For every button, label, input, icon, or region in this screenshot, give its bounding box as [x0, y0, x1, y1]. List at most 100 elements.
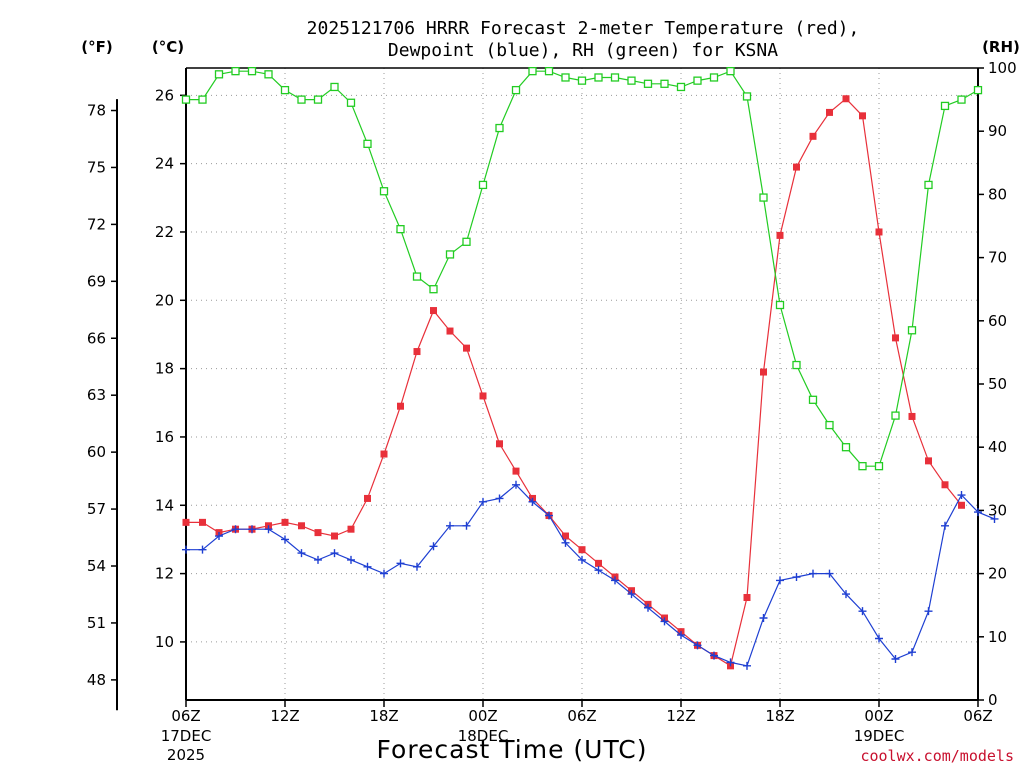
temperature-point: [595, 559, 602, 567]
dewpoint-point: [644, 603, 652, 612]
rh-point: [693, 76, 702, 85]
rh-point: [478, 180, 488, 190]
rh-point: [462, 237, 471, 246]
rh-tick-label: 50: [988, 375, 1007, 393]
rh-tick-label: 90: [988, 122, 1007, 140]
dewpoint-point: [413, 562, 421, 571]
rh-point: [759, 193, 768, 202]
celsius-tick-label: 26: [155, 86, 174, 104]
celsius-tick-label: 24: [155, 155, 174, 173]
rh-point: [610, 73, 620, 82]
dewpoint-point: [627, 590, 636, 599]
grid-layer: [186, 68, 978, 700]
dewpoint-point: [545, 511, 553, 520]
temperature-point: [958, 501, 965, 509]
rh-point: [742, 92, 752, 101]
temperature-point: [182, 518, 190, 526]
rh-tick-label: 30: [988, 501, 1007, 519]
temperature-point: [859, 112, 866, 120]
dewpoint-point: [561, 538, 570, 547]
temperature-point: [562, 532, 569, 540]
dewpoint-point: [429, 542, 438, 551]
rh-tick-label: 0: [988, 691, 998, 709]
rh-point: [726, 67, 735, 76]
rh-point: [313, 95, 323, 104]
rh-point: [577, 76, 587, 85]
dewpoint-point: [875, 634, 883, 643]
x-tick-label: 18Z: [765, 707, 794, 725]
temperature-point: [941, 481, 949, 489]
temperature-point: [463, 344, 470, 352]
rh-point: [264, 70, 273, 79]
dewpoint-point: [957, 491, 966, 500]
temperature-point: [397, 402, 404, 410]
dewpoint-point: [776, 576, 784, 585]
dewpoint-point: [347, 555, 355, 564]
dewpoint-point: [726, 658, 735, 667]
rh-point: [841, 443, 851, 452]
rh-point: [429, 285, 438, 294]
celsius-tick-label: 16: [155, 428, 174, 446]
fahrenheit-tick-label: 51: [87, 614, 106, 632]
temperature-point: [314, 529, 322, 537]
temperature-point: [199, 518, 206, 526]
fahrenheit-tick-label: 75: [87, 158, 106, 176]
rh-point: [825, 420, 834, 430]
fahrenheit-tick-label: 57: [87, 500, 106, 518]
rh-point: [396, 225, 405, 234]
rh-tick-label: 40: [988, 438, 1007, 456]
rh-point: [858, 462, 867, 471]
fahrenheit-tick-label: 66: [87, 329, 106, 347]
temperature-point: [298, 522, 305, 530]
x-date-label: 18DEC: [458, 727, 509, 745]
temperature-point: [347, 525, 355, 533]
rh-point: [412, 272, 422, 281]
rh-point: [297, 95, 306, 104]
dewpoint-point: [941, 521, 949, 530]
dewpoint-point: [908, 648, 916, 657]
dewpoint-point: [792, 573, 801, 582]
fahrenheit-tick-label: 60: [87, 443, 106, 461]
x-axis-title: Forecast Time (UTC): [377, 735, 648, 764]
temperature-point: [743, 594, 751, 602]
temperature-point: [776, 231, 784, 239]
celsius-tick-label: 10: [155, 633, 174, 651]
dewpoint-point: [825, 569, 834, 578]
dewpoint-point: [396, 559, 405, 568]
x-tick-label: 12Z: [666, 707, 695, 725]
temperature-point: [908, 412, 916, 420]
x-date-label: 17DEC: [161, 727, 212, 745]
temperature-point: [281, 518, 289, 526]
rh-point: [808, 395, 818, 404]
dewpoint-point: [990, 514, 999, 523]
rh-point: [907, 326, 917, 335]
chart-title-line2: Dewpoint (blue), RH (green) for KSNA: [388, 40, 778, 61]
rh-point: [676, 82, 686, 92]
fahrenheit-tick-label: 69: [87, 272, 106, 290]
ticks-layer: 10 12 14 16 18 20 22 24 26 48 51 54 57 60 63 66 69 72 75 78…: [87, 59, 1017, 764]
x-tick-label: 00Z: [864, 707, 893, 725]
dewpoint-point: [743, 661, 751, 670]
rh-tick-label: 100: [988, 59, 1017, 77]
temperature-point: [842, 95, 850, 103]
dewpoint-point: [693, 641, 702, 650]
rh-point: [792, 360, 801, 370]
temperature-point: [331, 532, 338, 540]
dewpoint-point: [528, 497, 537, 506]
rh-point: [445, 250, 455, 259]
dewpoint-point: [363, 562, 372, 571]
fahrenheit-tick-label: 48: [87, 671, 106, 689]
rh-point: [973, 85, 983, 95]
dewpoint-point: [924, 607, 933, 616]
dewpoint-point: [248, 525, 256, 534]
rh-point: [330, 82, 339, 92]
dewpoint-point: [297, 549, 306, 558]
celsius-tick-label: 18: [155, 360, 174, 378]
dewpoint-point: [495, 494, 504, 503]
fahrenheit-tick-label: 72: [87, 215, 106, 233]
dewpoint-point: [264, 525, 273, 534]
temperature-point: [512, 467, 520, 475]
temperature-point: [809, 132, 817, 140]
rh-point: [957, 95, 966, 104]
